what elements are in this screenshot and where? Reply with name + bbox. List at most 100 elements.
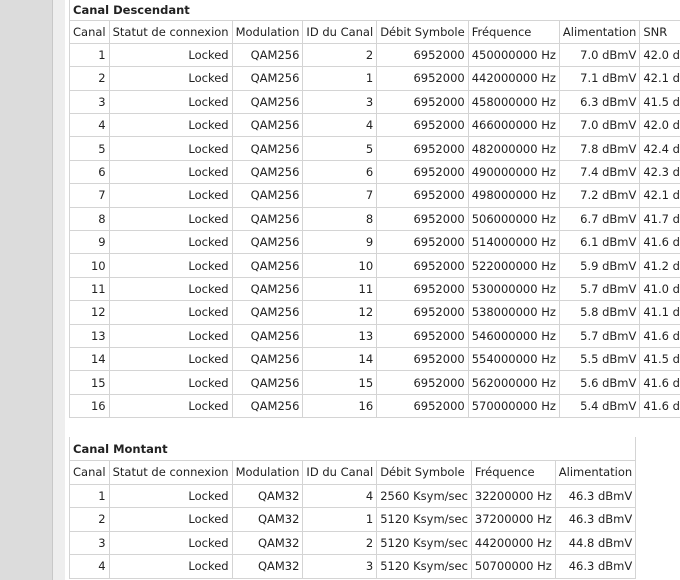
cell: 37200000 Hz <box>470 507 556 532</box>
cell: 6.7 dBmV <box>558 206 641 232</box>
table-title: Canal Montant <box>68 437 637 461</box>
data-row: 5 Locked QAM256 5 6952000 482000000 Hz 7.8 dBm… <box>69 136 680 161</box>
cell: 6952000 <box>376 370 469 395</box>
cell: 530000000 Hz <box>467 276 560 302</box>
cell: Locked <box>108 42 233 68</box>
cell: QAM256 <box>231 276 304 302</box>
cell: 14 <box>69 346 110 372</box>
cell: 570000000 Hz <box>467 393 560 419</box>
cell: 6952000 <box>376 230 469 255</box>
cell: 41.2 dB <box>639 253 680 278</box>
cell: 13 <box>302 323 378 348</box>
cell: 8 <box>302 206 378 232</box>
cell: 9 <box>302 230 378 255</box>
cell: 5.4 dBmV <box>558 393 641 419</box>
data-row: 4 Locked QAM256 4 6952000 466000000 Hz 7.0 dBm… <box>69 113 680 138</box>
cell: 2 <box>302 42 378 68</box>
cell: 5120 Ksym/sec <box>376 554 472 579</box>
cell: 42.1 dB <box>639 66 680 91</box>
data-row: 13 Locked QAM256 13 6952000 546000000 Hz 5.7 d… <box>69 323 680 348</box>
cell: 6952000 <box>376 323 469 348</box>
cell: Locked <box>108 507 233 532</box>
cell: 6952000 <box>376 42 469 68</box>
cell: 42.4 dB <box>639 136 680 161</box>
cell: 16 <box>69 393 110 419</box>
data-row: 12 Locked QAM256 12 6952000 538000000 Hz 5.8 d… <box>69 300 680 325</box>
cell: 10 <box>302 253 378 278</box>
cell: 1 <box>69 483 110 508</box>
column-header: Statut de connexion <box>108 19 233 44</box>
cell: 10 <box>69 253 110 278</box>
cell: 41.6 dB <box>639 323 680 348</box>
cell: QAM256 <box>231 136 304 161</box>
cell: Locked <box>108 276 233 302</box>
cell: 4 <box>302 113 378 138</box>
sidebar-edge <box>52 0 65 580</box>
cell: QAM256 <box>231 159 304 185</box>
column-header: Modulation <box>231 460 304 485</box>
cell: 46.3 dBmV <box>554 554 637 579</box>
cell: 7 <box>69 183 110 208</box>
cell: 42.3 dB <box>639 159 680 185</box>
cell: 42.0 dB <box>639 42 680 68</box>
data-row: 11 Locked QAM256 11 6952000 530000000 Hz 5.7 d… <box>69 276 680 302</box>
cell: Locked <box>108 300 233 325</box>
cell: 6.3 dBmV <box>558 89 641 115</box>
cell: 46.3 dBmV <box>554 507 637 532</box>
cell: 538000000 Hz <box>467 300 560 325</box>
cell: Locked <box>108 136 233 161</box>
cell: 41.6 dB <box>639 230 680 255</box>
cell: Locked <box>108 253 233 278</box>
cell: 1 <box>69 42 110 68</box>
cell: 14 <box>302 346 378 372</box>
cell: Locked <box>108 159 233 185</box>
cell: 6952000 <box>376 206 469 232</box>
cell: 6952000 <box>376 89 469 115</box>
cell: 6952000 <box>376 253 469 278</box>
cell: 4 <box>302 483 378 508</box>
cell: 1 <box>302 66 378 91</box>
cell: 7 <box>302 183 378 208</box>
cell: Locked <box>108 113 233 138</box>
title-row: Canal Montant <box>68 437 637 461</box>
cell: 5.6 dBmV <box>558 370 641 395</box>
cell: 490000000 Hz <box>467 159 560 185</box>
cell: QAM256 <box>231 42 304 68</box>
cell: QAM256 <box>231 183 304 208</box>
data-row: 1 Locked QAM32 4 2560 Ksym/sec 32200000 Hz 46.… <box>69 483 637 508</box>
cell: 41.6 dB <box>639 393 680 419</box>
cell: 562000000 Hz <box>467 370 560 395</box>
cell: 32200000 Hz <box>470 483 556 508</box>
cell: QAM256 <box>231 253 304 278</box>
cell: QAM256 <box>231 393 304 419</box>
cell: Locked <box>108 346 233 372</box>
column-header: Alimentation <box>554 460 637 485</box>
cell: 41.6 dB <box>639 370 680 395</box>
cell: 41.0 dB <box>639 276 680 302</box>
cell: 6 <box>302 159 378 185</box>
cell: 466000000 Hz <box>467 113 560 138</box>
cell: 7.0 dBmV <box>558 42 641 68</box>
cell: 5.5 dBmV <box>558 346 641 372</box>
column-header: Débit Symbole <box>376 460 472 485</box>
cell: 4 <box>69 113 110 138</box>
column-header: Canal <box>69 19 110 44</box>
cell: 7.2 dBmV <box>558 183 641 208</box>
sidebar <box>0 0 52 580</box>
cell: 41.7 dB <box>639 206 680 232</box>
cell: 7.4 dBmV <box>558 159 641 185</box>
cell: 522000000 Hz <box>467 253 560 278</box>
cell: 5.7 dBmV <box>558 276 641 302</box>
cell: 1 <box>302 507 378 532</box>
column-header: ID du Canal <box>302 460 378 485</box>
header-row: Canal Statut de connexion Modulation ID du … <box>69 19 680 44</box>
cell: Locked <box>108 230 233 255</box>
cell: Locked <box>108 530 233 555</box>
cell: 11 <box>69 276 110 302</box>
cell: 546000000 Hz <box>467 323 560 348</box>
cell: 6952000 <box>376 346 469 372</box>
cell: 6952000 <box>376 393 469 419</box>
cell: QAM32 <box>231 483 304 508</box>
column-header: Alimentation <box>558 19 641 44</box>
